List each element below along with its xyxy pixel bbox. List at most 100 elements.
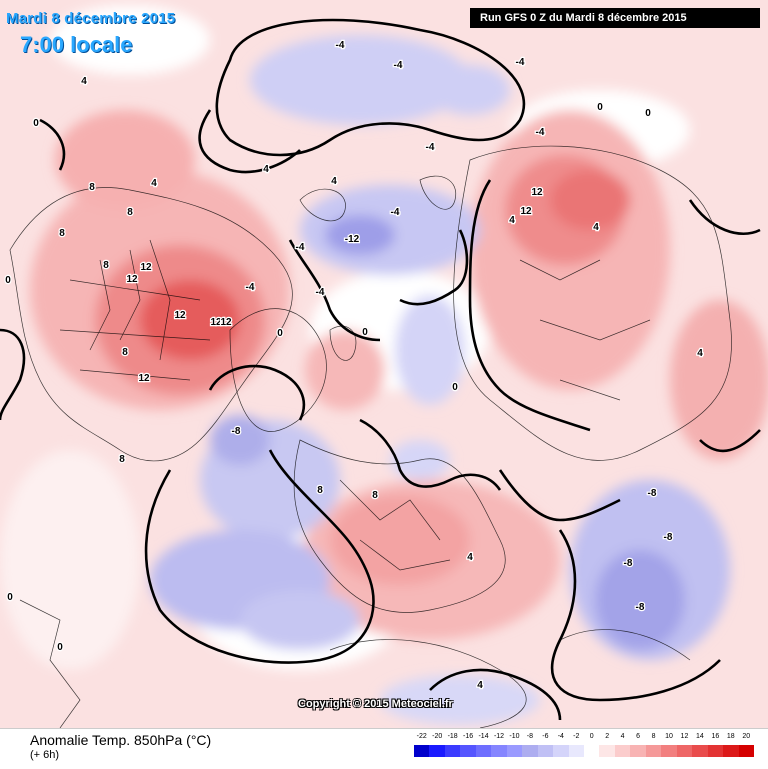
color-swatch <box>491 745 507 757</box>
contour-label-cold: -4 <box>391 207 400 218</box>
color-scale-tick: 10 <box>665 733 673 740</box>
contour-label-warm: 8 <box>317 485 323 496</box>
color-scale-tick: -10 <box>509 733 520 740</box>
color-scale-tick: -12 <box>493 733 505 740</box>
contour-label-zero: 0 <box>362 327 368 338</box>
contour-label-zero: 0 <box>645 108 651 119</box>
color-swatch <box>723 745 739 757</box>
map-canvas: -4 -4 -4 -4 -4 -4 -4 -4 -4 -8 -8 -8 -8 -8 -12 0 0 0 0 0 0 0 0 0… <box>0 0 768 728</box>
zero-contours <box>0 18 761 721</box>
color-scale-ticks: -22 -20 -18 -16 -14 -12 -10 -8 -6 -4 -2 0 2 4 6 8 10 12 14… <box>414 733 754 745</box>
color-scale-tick: -18 <box>447 733 458 740</box>
color-scale-tick: 0 <box>589 733 594 740</box>
model-run-label: Run GFS 0 Z du Mardi 8 décembre 2015 <box>470 8 760 28</box>
color-swatch <box>553 745 569 757</box>
contour-label-zero: 0 <box>277 328 283 339</box>
contour-label-zero: 0 <box>5 275 11 286</box>
contour-label-warm: 4 <box>151 178 157 189</box>
color-swatch <box>676 745 693 757</box>
legend-subtitle: (+ 6h) <box>30 749 60 761</box>
color-swatch <box>707 745 724 757</box>
contour-label-cold: -4 <box>516 57 525 68</box>
color-scale: -22 -20 -18 -16 -14 -12 -10 -8 -6 -4 -2 0 2 4 6 8 10 12 14… <box>414 733 754 767</box>
contour-label-warm: 8 <box>59 228 65 239</box>
contour-label-cold: -4 <box>296 242 305 253</box>
contour-label-warm: 4 <box>509 215 515 226</box>
color-scale-tick: 8 <box>651 733 656 740</box>
contour-label-warm: 12 <box>138 373 150 384</box>
contour-label-cold: -12 <box>345 234 360 245</box>
color-swatch <box>429 745 445 757</box>
contour-label-warm: 12 <box>220 317 232 328</box>
contour-label-zero: 0 <box>33 118 39 129</box>
legend-title: Anomalie Temp. 850hPa (°C) <box>30 732 212 748</box>
contour-label-warm: 4 <box>263 164 269 175</box>
color-swatch <box>738 745 754 757</box>
contour-label-warm: 12 <box>140 262 152 273</box>
contour-label-warm: 12 <box>174 310 186 321</box>
contour-label-warm: 4 <box>477 680 483 691</box>
contour-label-zero: 0 <box>57 642 63 653</box>
contour-label-warm: 8 <box>119 454 125 465</box>
contour-label-warm: 8 <box>127 207 133 218</box>
color-scale-tick: -16 <box>463 733 474 740</box>
color-swatch <box>537 745 554 757</box>
legend-footer: Anomalie Temp. 850hPa (°C) (+ 6h) -22 -20… <box>0 728 768 769</box>
contour-label-cold: -4 <box>336 40 345 51</box>
color-scale-tick: -4 <box>557 733 564 740</box>
contour-label-warm: 4 <box>697 348 703 359</box>
contour-labels: -4 -4 -4 -4 -4 -4 -4 -4 -4 -8 -8 -8 -8 -8 -12 0 0 0 0 0 0 0 0 0… <box>4 39 705 693</box>
contour-label-cold: -8 <box>636 602 645 613</box>
anomaly-field <box>0 5 768 725</box>
color-scale-tick: 14 <box>696 733 704 740</box>
color-scale-tick: -8 <box>526 733 534 740</box>
contour-label-warm: 4 <box>81 76 87 87</box>
color-swatch <box>414 745 430 757</box>
color-swatch <box>583 745 600 757</box>
color-scale-tick: -20 <box>432 733 443 740</box>
coastlines <box>9 145 732 728</box>
color-swatch <box>522 745 538 757</box>
contour-label-zero: 0 <box>7 592 13 603</box>
color-swatch <box>599 745 615 757</box>
contour-label-warm: 8 <box>103 260 109 271</box>
color-swatch <box>460 745 476 757</box>
color-scale-tick: -2 <box>573 733 580 740</box>
color-scale-tick: -6 <box>542 733 549 740</box>
color-scale-tick: 18 <box>726 733 735 740</box>
contour-label-cold: -4 <box>536 127 545 138</box>
color-swatch <box>506 745 523 757</box>
contour-label-warm: 4 <box>331 176 337 187</box>
contour-label-cold: -4 <box>316 287 325 298</box>
contour-label-warm: 4 <box>467 552 473 563</box>
contour-label-warm: 8 <box>372 490 378 501</box>
color-swatch <box>692 745 708 757</box>
contour-label-cold: -8 <box>664 532 673 543</box>
contour-label-warm: 12 <box>126 274 138 285</box>
color-swatch <box>475 745 492 757</box>
color-swatch <box>444 745 461 757</box>
color-scale-tick: 12 <box>680 733 689 740</box>
color-scale-tick: -22 <box>416 733 427 740</box>
contour-label-warm: 8 <box>122 347 128 358</box>
color-scale-tick: 16 <box>711 733 720 740</box>
color-scale-tick: -14 <box>478 733 489 740</box>
color-swatch <box>614 745 631 757</box>
forecast-date: Mardi 8 décembre 2015 <box>6 10 176 27</box>
color-swatch <box>661 745 677 757</box>
contour-label-warm: 12 <box>520 206 532 217</box>
color-scale-tick: 6 <box>636 733 641 740</box>
contour-label-cold: -8 <box>232 426 241 437</box>
contour-label-cold: -4 <box>394 60 403 71</box>
contour-label-cold: -8 <box>624 558 633 569</box>
contour-label-zero: 0 <box>597 102 603 113</box>
contour-label-cold: -4 <box>246 282 255 293</box>
color-swatch <box>630 745 646 757</box>
anomaly-map: -4 -4 -4 -4 -4 -4 -4 -4 -4 -8 -8 -8 -8 -8 -12 0 0 0 0 0 0 0 0 0… <box>0 0 768 728</box>
color-scale-tick: 2 <box>605 733 610 740</box>
contour-label-warm: 12 <box>210 317 222 328</box>
contour-label-zero: 0 <box>452 382 458 393</box>
color-swatch <box>645 745 662 757</box>
color-scale-swatches <box>414 745 754 757</box>
copyright-notice: Copyright © 2015 Meteociel.fr <box>298 698 453 710</box>
